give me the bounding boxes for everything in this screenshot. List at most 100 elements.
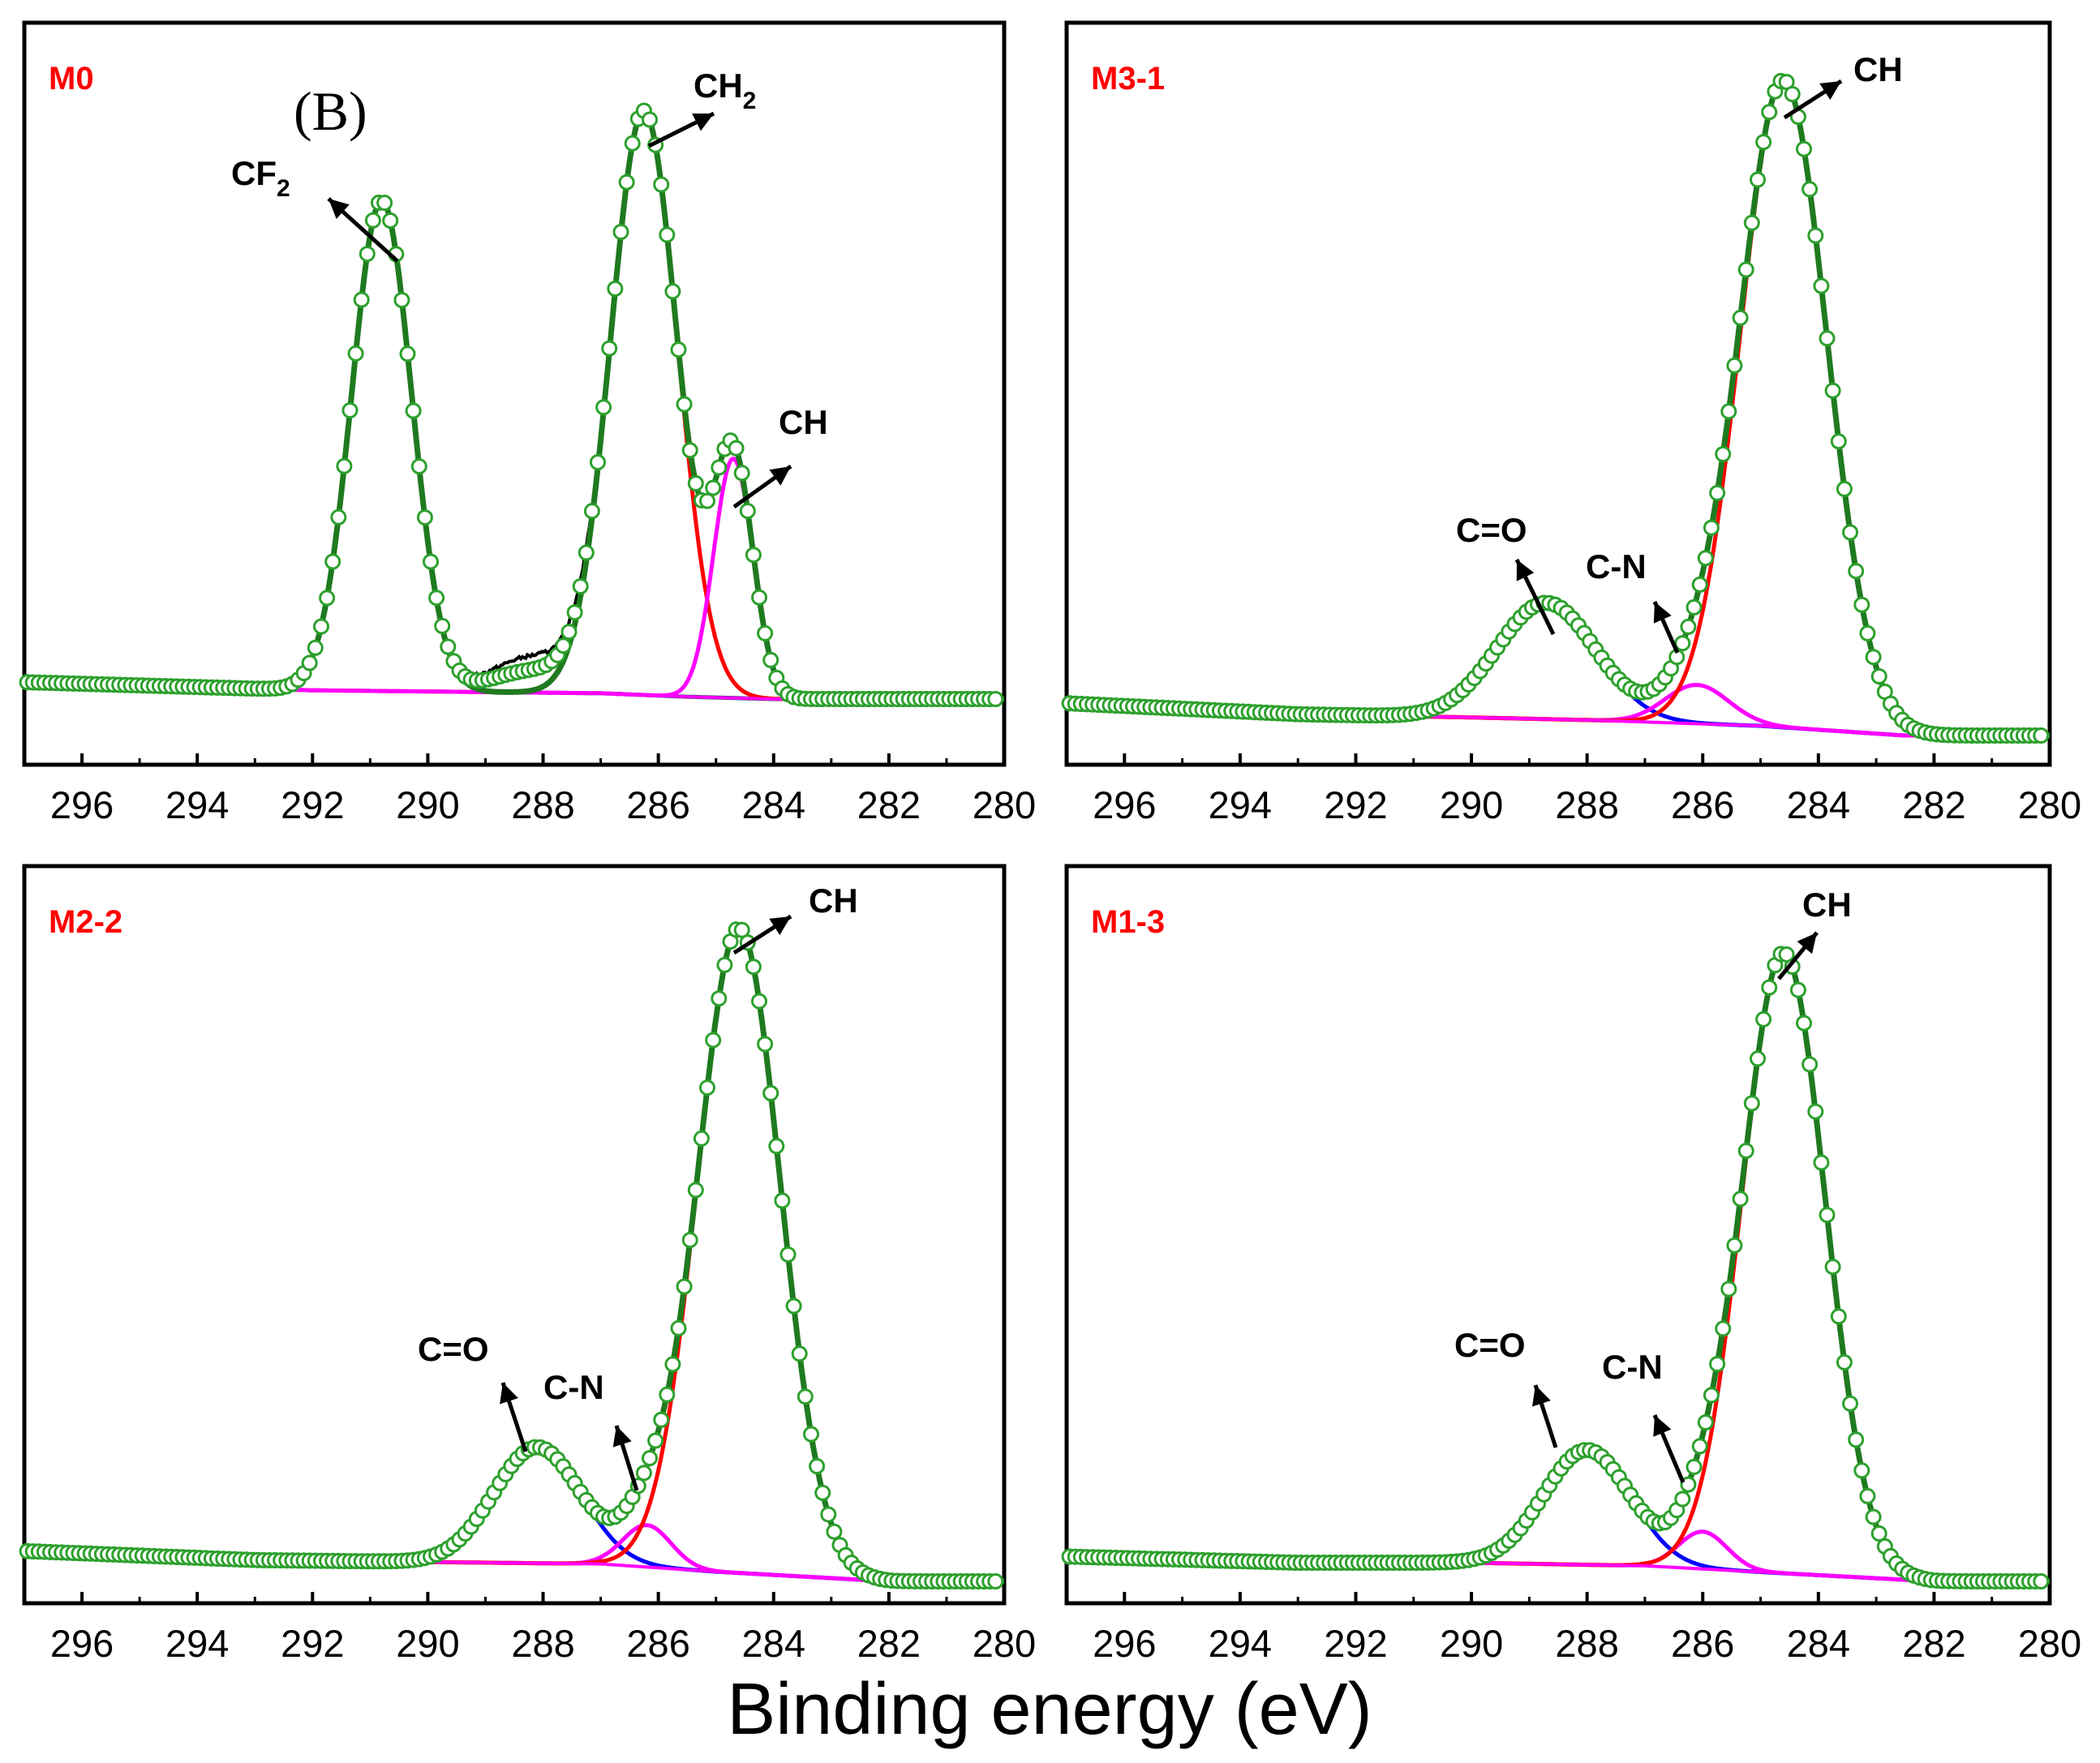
peak-label: C-N [1602,1348,1663,1386]
component-peak-ch2 [24,109,1004,701]
data-point [1726,1237,1743,1254]
data-point [1726,357,1743,374]
data-point [745,959,762,976]
data-markers [1061,73,2050,744]
data-point [1691,1438,1708,1455]
x-tick-label: 286 [626,783,689,826]
data-point [635,1465,652,1482]
plot-frame [22,20,1007,767]
data-point [1680,1476,1697,1493]
x-tick-label: 288 [511,1622,574,1665]
data-point [1715,446,1732,462]
data-point [1824,1259,1841,1276]
data-point [1755,134,1772,151]
data-point [1686,1458,1703,1475]
raw-spectrum [1065,950,2051,1586]
x-tick-label: 282 [1902,783,1965,826]
envelope-fit [24,925,1004,1585]
chart-panel-m3-1: 296 294 292 290 288 286 284 282 280 M3-1 C=O C-N CH [1061,20,2081,826]
x-tick-label: 284 [1787,783,1850,826]
peak-label: CF2 [231,154,290,202]
x-tick-label: 290 [396,783,459,826]
data-point [1813,1154,1830,1171]
arrowhead [1819,81,1841,101]
data-point [670,341,687,358]
data-point [440,638,457,655]
x-tick-label: 294 [165,1622,229,1665]
data-point [659,1386,676,1403]
data-point [814,1484,831,1501]
data-point [987,691,1004,707]
x-tick-label: 292 [1324,783,1387,826]
data-point [681,442,698,459]
sample-label: M2-2 [49,904,122,940]
data-point [1848,563,1865,580]
data-point [739,503,756,520]
data-point [1859,624,1876,641]
data-point [410,458,427,475]
x-tick-label: 294 [1209,783,1272,826]
component-peak-ch [24,456,1004,701]
data-point [757,624,774,641]
data-point [774,1192,791,1209]
data-point [1737,261,1754,278]
data-point [1755,1010,1772,1027]
data-point [1709,484,1726,501]
data-point [1796,1014,1812,1032]
peak-label: CH [1802,886,1852,924]
data-point [757,1036,774,1053]
data-point [607,281,624,297]
data-point [353,291,370,308]
data-point [1830,1308,1847,1325]
data-point [566,604,583,621]
data-point [676,396,693,413]
data-point [762,651,779,668]
data-point [1842,1395,1858,1412]
data-point [1686,598,1703,616]
data-point [1859,1487,1876,1504]
x-tick-label: 290 [396,1622,459,1665]
x-tick-label: 282 [1902,1622,1965,1665]
plot-frame [1064,20,2052,767]
data-point [1784,86,1801,102]
data-point [676,1278,693,1295]
data-point [987,1573,1004,1589]
data-point [664,1356,681,1373]
x-tick-label: 292 [1324,1622,1387,1665]
peak-label: CH [809,882,858,920]
peak-label: C=O [1454,1326,1526,1364]
arrowhead [769,466,791,486]
data-point [2033,727,2050,744]
data-point [1853,1462,1870,1479]
data-point [1830,433,1847,450]
data-point [313,618,329,635]
data-point [820,1506,837,1523]
data-point [1743,1095,1760,1112]
data-markers [19,921,1004,1589]
data-point [382,212,399,229]
data-point [1750,1050,1766,1067]
peak-label: CH [1853,50,1903,88]
data-point [826,1523,843,1540]
data-point [612,224,629,240]
arrowhead [329,199,350,219]
data-point [1709,1356,1726,1372]
data-point [307,639,324,656]
data-point [1720,403,1737,420]
data-point [1743,214,1760,231]
peak-label: C=O [1456,511,1527,549]
data-point [1819,1207,1836,1224]
data-point [1870,1525,1887,1542]
component-peak-cf2 [24,198,1004,701]
data-point [624,135,641,152]
data-point [647,1432,664,1449]
data-point [791,1345,808,1362]
data-point [324,553,341,570]
data-point [590,454,606,470]
data-point [423,553,439,570]
arrowhead [612,1426,632,1448]
data-point [1703,1387,1720,1404]
x-tick-label: 284 [742,1622,805,1665]
